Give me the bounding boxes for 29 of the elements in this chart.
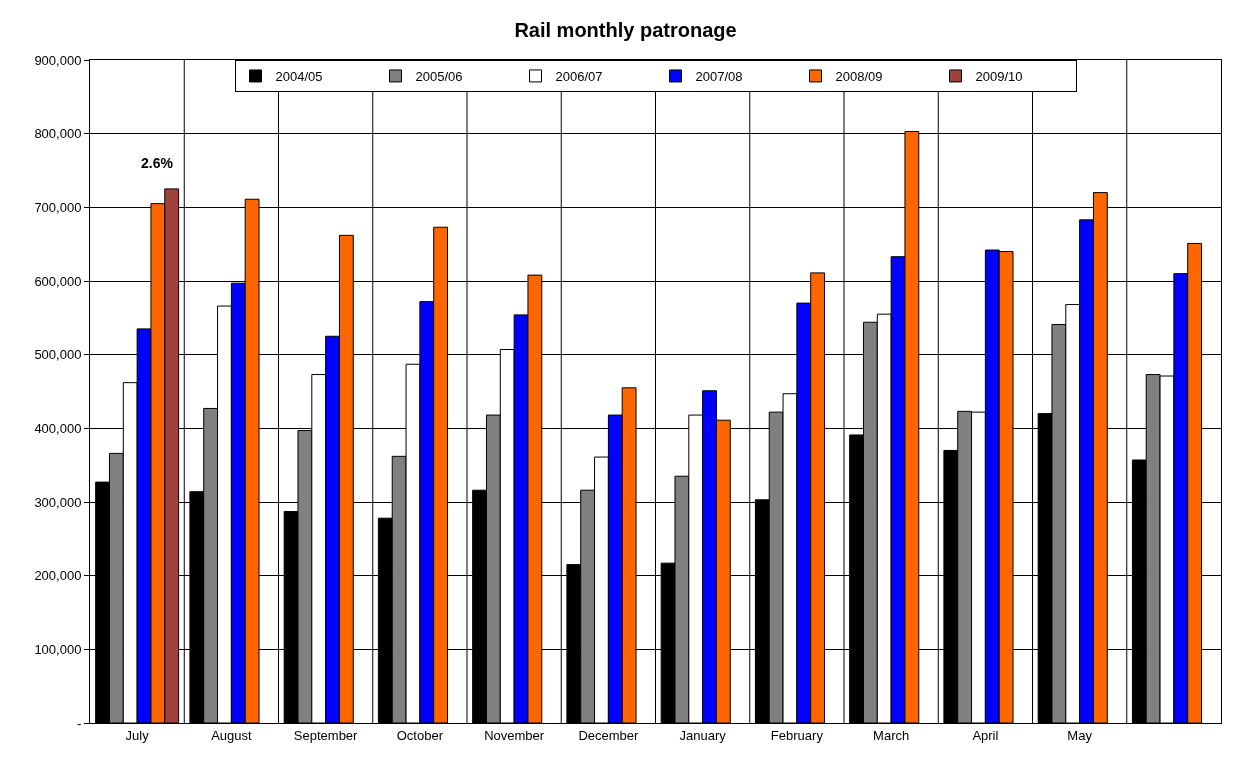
legend-label: 2006/07 — [555, 69, 603, 85]
x-tick-label: August — [211, 727, 252, 743]
legend-label: 2009/10 — [975, 69, 1023, 85]
y-tick-label: 700,000 — [34, 199, 82, 215]
y-tick-label: 300,000 — [34, 494, 82, 510]
x-tick-label: September — [293, 727, 359, 743]
legend-label: 2004/05 — [275, 69, 323, 85]
x-tick-label: July — [125, 727, 150, 743]
y-tick-label: 500,000 — [34, 347, 82, 363]
x-tick-label: January — [679, 727, 727, 743]
annotation: 2.6% — [141, 155, 174, 171]
y-tick-label: 800,000 — [34, 126, 82, 142]
legend-label: 2005/06 — [415, 69, 463, 85]
y-tick-label: 900,000 — [34, 52, 82, 68]
x-tick-label: March — [873, 727, 910, 743]
x-tick-label: April — [972, 727, 999, 743]
x-tick-label: May — [1067, 727, 1093, 743]
y-tick-label: 100,000 — [34, 641, 82, 657]
x-tick-label: December — [578, 727, 640, 743]
x-tick-label: February — [770, 727, 824, 743]
legend-label: 2007/08 — [695, 69, 743, 85]
chart-title: Rail monthly patronage — [514, 18, 737, 41]
y-tick-label: 600,000 — [34, 273, 82, 289]
y-tick-label: 200,000 — [34, 568, 82, 584]
y-tick-label: 400,000 — [34, 420, 82, 436]
legend-label: 2008/09 — [835, 69, 883, 85]
y-tick-label: - — [77, 715, 82, 731]
x-tick-label: October — [396, 727, 444, 743]
x-tick-label: November — [484, 727, 545, 743]
